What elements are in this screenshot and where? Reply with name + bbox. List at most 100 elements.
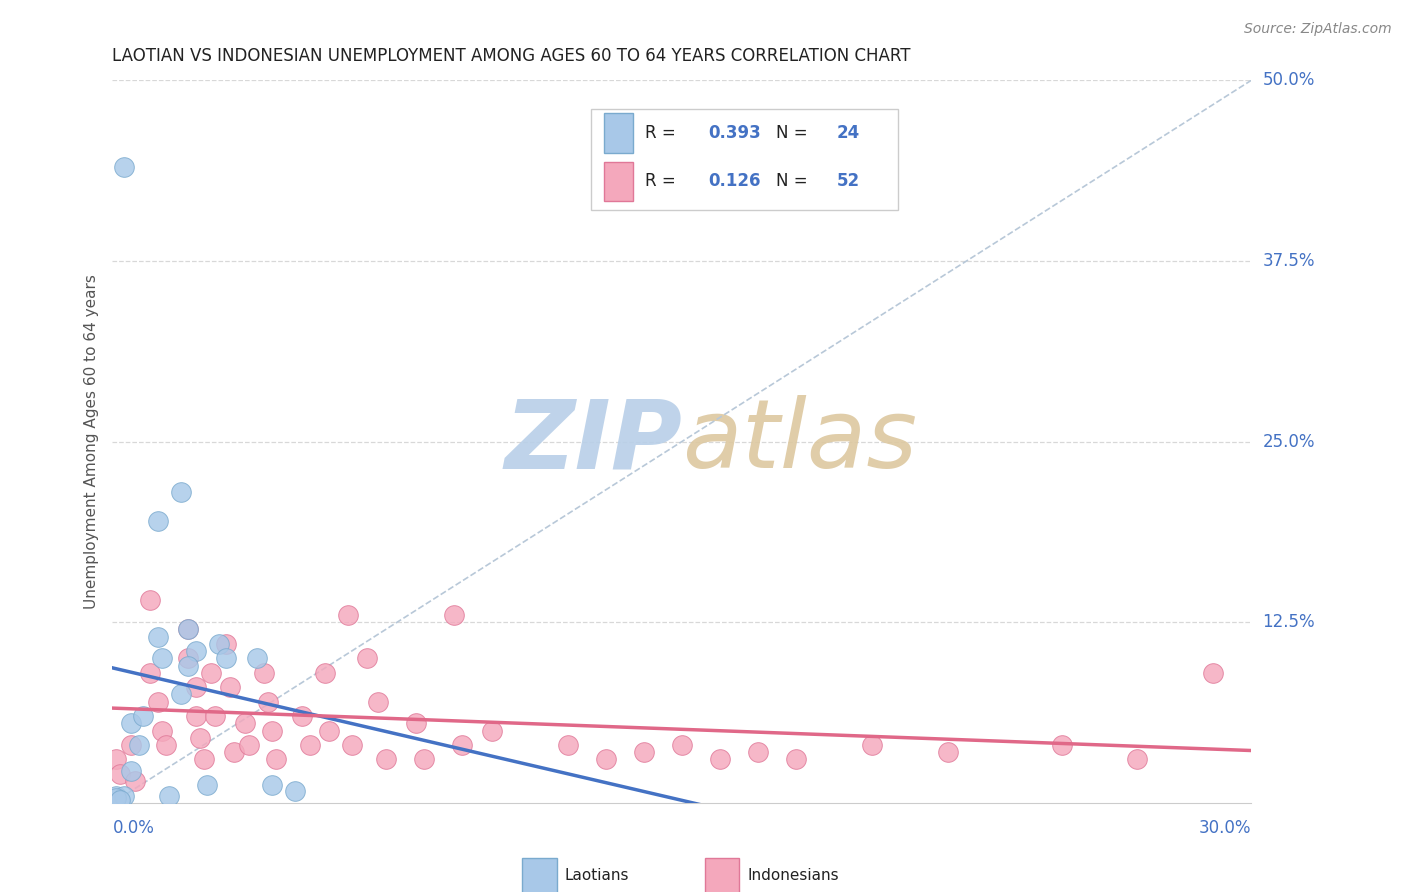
Bar bbox=[704, 858, 740, 892]
FancyBboxPatch shape bbox=[591, 109, 898, 211]
Point bbox=[124, 774, 146, 789]
Point bbox=[367, 695, 389, 709]
Point bbox=[121, 738, 143, 752]
Point bbox=[170, 485, 193, 500]
Point bbox=[318, 723, 340, 738]
Point bbox=[155, 738, 177, 752]
Point bbox=[481, 723, 503, 738]
Point bbox=[150, 723, 173, 738]
Text: 30.0%: 30.0% bbox=[1199, 820, 1251, 838]
Text: 37.5%: 37.5% bbox=[1263, 252, 1315, 270]
Point bbox=[177, 658, 200, 673]
Text: N =: N = bbox=[776, 172, 813, 190]
Point bbox=[184, 709, 207, 723]
Point bbox=[235, 716, 257, 731]
Point bbox=[112, 160, 135, 174]
Point bbox=[139, 593, 162, 607]
Point bbox=[785, 752, 807, 766]
Point bbox=[105, 789, 128, 803]
Point bbox=[264, 752, 287, 766]
Text: 25.0%: 25.0% bbox=[1263, 433, 1315, 450]
Y-axis label: Unemployment Among Ages 60 to 64 years: Unemployment Among Ages 60 to 64 years bbox=[83, 274, 98, 609]
Text: 12.5%: 12.5% bbox=[1263, 613, 1315, 632]
Text: N =: N = bbox=[776, 124, 813, 142]
Point bbox=[450, 738, 472, 752]
Point bbox=[150, 651, 173, 665]
Point bbox=[215, 637, 238, 651]
Point bbox=[139, 665, 162, 680]
Point bbox=[314, 665, 336, 680]
Point bbox=[374, 752, 396, 766]
Bar bbox=[523, 858, 557, 892]
Point bbox=[219, 680, 242, 694]
Bar bbox=[605, 161, 633, 202]
Point bbox=[747, 745, 769, 759]
Point bbox=[204, 709, 226, 723]
Text: R =: R = bbox=[645, 124, 682, 142]
Point bbox=[238, 738, 260, 752]
Point bbox=[443, 607, 465, 622]
Point bbox=[112, 789, 135, 803]
Point bbox=[356, 651, 378, 665]
Point bbox=[177, 623, 200, 637]
Point bbox=[1126, 752, 1149, 766]
Point bbox=[208, 637, 231, 651]
Text: 50.0%: 50.0% bbox=[1263, 71, 1315, 89]
Point bbox=[177, 623, 200, 637]
Text: atlas: atlas bbox=[682, 395, 917, 488]
Text: Laotians: Laotians bbox=[565, 868, 628, 882]
Point bbox=[257, 695, 280, 709]
Point bbox=[260, 779, 283, 793]
Text: R =: R = bbox=[645, 172, 682, 190]
Text: 0.0%: 0.0% bbox=[112, 820, 155, 838]
Point bbox=[1202, 665, 1225, 680]
Point bbox=[709, 752, 731, 766]
Point bbox=[405, 716, 427, 731]
Point bbox=[159, 789, 180, 803]
Point bbox=[146, 514, 169, 528]
Point bbox=[936, 745, 959, 759]
Point bbox=[132, 709, 155, 723]
Text: LAOTIAN VS INDONESIAN UNEMPLOYMENT AMONG AGES 60 TO 64 YEARS CORRELATION CHART: LAOTIAN VS INDONESIAN UNEMPLOYMENT AMONG… bbox=[112, 47, 911, 65]
Point bbox=[336, 607, 359, 622]
Point bbox=[121, 764, 143, 778]
Point bbox=[193, 752, 215, 766]
Point bbox=[260, 723, 283, 738]
Point bbox=[128, 738, 150, 752]
Point bbox=[195, 779, 219, 793]
Point bbox=[177, 651, 200, 665]
Text: ZIP: ZIP bbox=[503, 395, 682, 488]
Text: Indonesians: Indonesians bbox=[748, 868, 839, 882]
Point bbox=[298, 738, 321, 752]
Point bbox=[105, 791, 128, 805]
Point bbox=[246, 651, 269, 665]
Text: 52: 52 bbox=[837, 172, 860, 190]
Point bbox=[284, 784, 307, 798]
Point bbox=[146, 695, 169, 709]
Point bbox=[108, 793, 131, 807]
Point bbox=[105, 752, 128, 766]
Bar bbox=[605, 113, 633, 153]
Point bbox=[253, 665, 276, 680]
Point bbox=[860, 738, 883, 752]
Point bbox=[595, 752, 617, 766]
Point bbox=[184, 644, 207, 658]
Point bbox=[108, 767, 131, 781]
Point bbox=[671, 738, 693, 752]
Point bbox=[215, 651, 238, 665]
Point bbox=[557, 738, 579, 752]
Point bbox=[222, 745, 245, 759]
Point bbox=[188, 731, 211, 745]
Point bbox=[170, 687, 193, 701]
Point bbox=[412, 752, 434, 766]
Point bbox=[184, 680, 207, 694]
Point bbox=[1050, 738, 1073, 752]
Point bbox=[121, 716, 143, 731]
Point bbox=[146, 630, 169, 644]
Text: Source: ZipAtlas.com: Source: ZipAtlas.com bbox=[1244, 22, 1392, 37]
Point bbox=[200, 665, 222, 680]
Text: 0.393: 0.393 bbox=[709, 124, 761, 142]
Text: 0.126: 0.126 bbox=[709, 172, 761, 190]
Text: 24: 24 bbox=[837, 124, 860, 142]
Point bbox=[340, 738, 363, 752]
